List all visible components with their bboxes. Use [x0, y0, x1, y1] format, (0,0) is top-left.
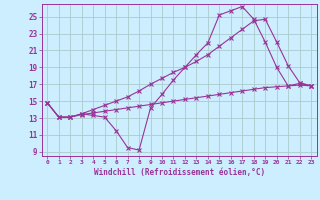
- X-axis label: Windchill (Refroidissement éolien,°C): Windchill (Refroidissement éolien,°C): [94, 168, 265, 177]
